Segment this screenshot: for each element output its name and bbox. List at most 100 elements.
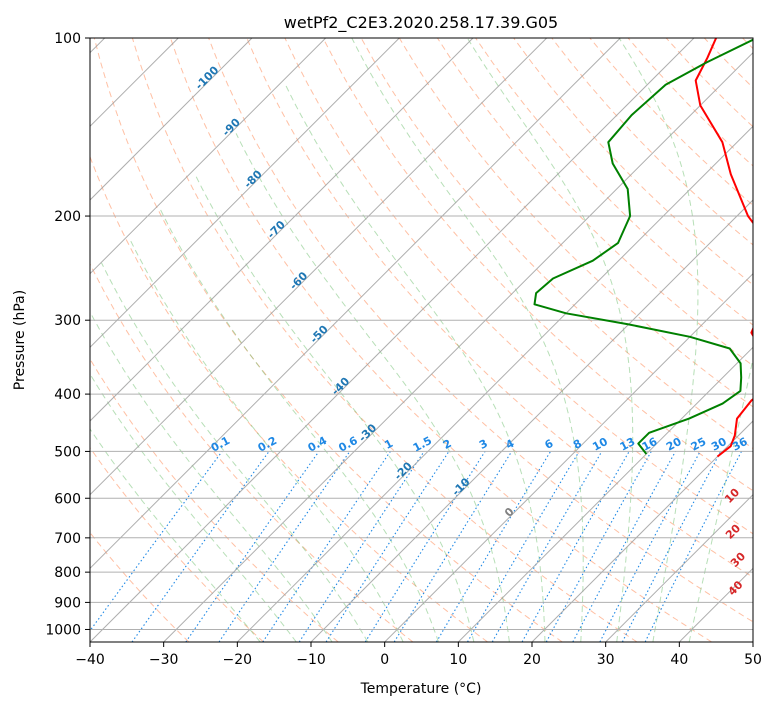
dry-adiabat-line: [170, 38, 712, 642]
y-axis: 100 200 300 400 500 600 700 800 900 1000: [45, 31, 90, 638]
moist-adiabat-line: [90, 427, 261, 642]
isotherm-label: -100: [193, 63, 222, 92]
dry-adiabat-label: 10: [722, 486, 742, 506]
mixing-ratio-line: [572, 451, 676, 642]
dry-adiabat-line: [742, 38, 753, 50]
x-tick-label: −10: [296, 652, 326, 668]
dry-adiabat-line: [322, 38, 753, 492]
x-tick-label: −40: [75, 652, 105, 668]
y-tick-label: 1000: [45, 622, 81, 638]
mixing-ratio-line: [298, 451, 425, 642]
chart-title: wetPf2_C2E3.2020.258.17.39.G05: [284, 13, 558, 33]
x-tick-label: 40: [670, 652, 688, 668]
mixing-ratio-line: [393, 451, 513, 642]
mixing-ratio-line: [185, 451, 320, 642]
x-tick-label: 10: [449, 652, 467, 668]
isotherm-line: [90, 38, 621, 570]
mixing-ratio-line: [435, 451, 552, 642]
moist-adiabat-line: [618, 38, 699, 642]
plot-frame: [89, 37, 754, 643]
mixing-ratio-line: [644, 451, 742, 642]
dry-adiabats: [90, 38, 753, 642]
x-tick-label: −30: [149, 652, 179, 668]
dry-adiabat-line: [246, 38, 753, 578]
isotherm-line: [90, 38, 400, 349]
dry-adiabat-line: [90, 531, 190, 642]
dry-adiabat-line: [284, 38, 753, 535]
isotherm-line: [457, 346, 753, 642]
moist-adiabat-line: [159, 209, 439, 642]
isotherm-line: [90, 38, 548, 496]
x-tick-label: 50: [744, 652, 762, 668]
x-tick-label: 30: [597, 652, 615, 668]
mixing-ratio-line: [621, 451, 722, 642]
pressure-gridlines: [90, 38, 753, 630]
mixing-ratio-label: 13: [618, 435, 638, 454]
isotherm-label: -80: [242, 167, 265, 190]
mixing-ratio-label: 3: [477, 437, 490, 452]
mixing-ratio-label: 20: [664, 435, 684, 454]
mixing-ratio-line: [90, 451, 223, 632]
isotherms: [90, 38, 753, 642]
isotherm-label: -60: [287, 269, 310, 292]
data-series: [533, 38, 753, 458]
temperature-profile-line: [694, 38, 753, 458]
isotherm-line: [310, 199, 753, 642]
isotherm-line: [163, 51, 753, 642]
dry-adiabat-line: [90, 358, 339, 642]
dry-adiabat-line: [475, 38, 753, 326]
isotherm-label: -20: [392, 459, 415, 482]
y-tick-label: 400: [54, 387, 81, 403]
dry-adiabat-line: [90, 155, 488, 642]
y-tick-label: 500: [54, 444, 81, 460]
x-tick-label: −20: [223, 652, 253, 668]
isotherm-line: [531, 420, 753, 642]
y-tick-label: 900: [54, 595, 81, 611]
dry-adiabat-label: 20: [723, 521, 743, 541]
dry-adiabat-line: [131, 38, 638, 642]
moist-adiabat-line: [194, 174, 475, 642]
mixing-ratio-line: [545, 451, 652, 642]
isotherm-line: [236, 125, 753, 642]
x-axis-label: Temperature (°C): [360, 681, 482, 697]
moist-adiabat-line: [688, 356, 753, 642]
mixing-ratio-line: [325, 451, 450, 642]
dry-adiabat-line: [90, 262, 414, 642]
isotherm-line: [90, 38, 474, 422]
isotherm-line: [678, 567, 753, 642]
dry-adiabat-line: [551, 38, 753, 246]
y-tick-label: 200: [54, 209, 81, 225]
mixing-ratio-line: [218, 451, 351, 642]
moist-adiabat-line: [130, 240, 404, 642]
mixing-ratio-line: [262, 451, 391, 642]
isotherm-label: -30: [356, 421, 379, 444]
isotherm-line: [90, 38, 327, 275]
isotherm-line: [90, 38, 253, 201]
dry-adiabat-line: [436, 38, 753, 367]
isotherm-label: -50: [308, 322, 331, 345]
x-tick-label: 0: [380, 652, 389, 668]
x-axis: −40 −30 −20 −10 0 10 20 30 40 50: [75, 642, 762, 668]
y-tick-label: 600: [54, 491, 81, 507]
dry-adiabat-line: [589, 38, 753, 206]
isotherm-line: [605, 493, 753, 642]
line-labels: 0.1 0.2 0.4 0.6 1 1.5 2 3 4 6 8 10 13 16 20 25 30 36-100-…: [193, 63, 750, 598]
y-tick-label: 800: [54, 565, 81, 581]
y-tick-label: 100: [54, 31, 81, 47]
mixing-ratio-label: 6: [543, 437, 556, 452]
moist-adiabat-line: [90, 311, 333, 642]
dry-adiabat-label: 30: [728, 550, 748, 570]
isotherm-label: -90: [220, 116, 243, 139]
dry-adiabat-line: [513, 38, 753, 286]
y-tick-label: 700: [54, 531, 81, 547]
dry-adiabat-line: [665, 38, 753, 128]
moist-adiabats: [90, 38, 753, 642]
mixing-ratio-label: 10: [590, 435, 610, 454]
isotherm-line: [752, 641, 753, 642]
dry-adiabat-line: [208, 38, 753, 623]
mixing-ratio-label: 16: [640, 435, 660, 454]
isotherm-label: -10: [449, 475, 472, 498]
mixing-ratio-label: 30: [709, 435, 729, 454]
mixing-ratio-lines: [90, 451, 742, 642]
